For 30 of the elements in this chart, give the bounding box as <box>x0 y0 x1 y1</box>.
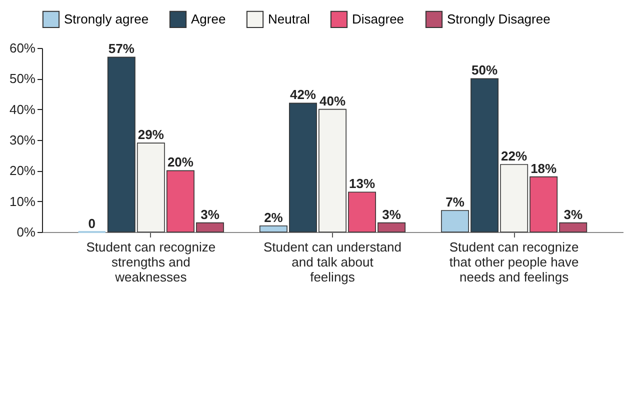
data-label: 13% <box>349 176 376 192</box>
legend-label: Disagree <box>352 11 404 26</box>
x-tick-label: Student can recognize strengths and weaknesses <box>86 240 216 284</box>
data-label: 0 <box>88 216 96 231</box>
legend-label: Strongly Disagree <box>447 11 550 26</box>
data-label: 50% <box>472 62 498 78</box>
data-label: 18% <box>530 160 558 176</box>
legend-label: Neutral <box>268 11 310 26</box>
y-tick-label: 30% <box>9 132 36 148</box>
legend-label: Strongly agree <box>64 11 149 26</box>
data-label: 3% <box>564 206 583 222</box>
legend-label: Agree <box>191 11 226 26</box>
data-label: 2% <box>264 210 284 225</box>
y-tick-label: 60% <box>9 40 36 56</box>
x-tick-label: Student can recognize that other people have needs and feelings <box>449 240 579 284</box>
y-tick-label: 20% <box>9 163 36 178</box>
y-tick-label: 50% <box>9 71 36 86</box>
data-label: 20% <box>167 154 194 170</box>
data-label: 7% <box>446 194 465 210</box>
data-label: 57% <box>108 41 135 56</box>
x-tick-label: Student can understand and talk about feelings <box>263 240 402 284</box>
data-label: 3% <box>200 206 220 222</box>
data-label: 42% <box>290 87 316 102</box>
data-label: 22% <box>501 148 528 164</box>
y-tick-label: 40% <box>9 102 36 117</box>
y-tick-label: 10% <box>9 194 36 209</box>
data-label: 3% <box>382 206 402 222</box>
data-label: 40% <box>319 93 346 108</box>
data-label: 29% <box>138 127 164 142</box>
y-tick-label: 0% <box>16 224 36 240</box>
